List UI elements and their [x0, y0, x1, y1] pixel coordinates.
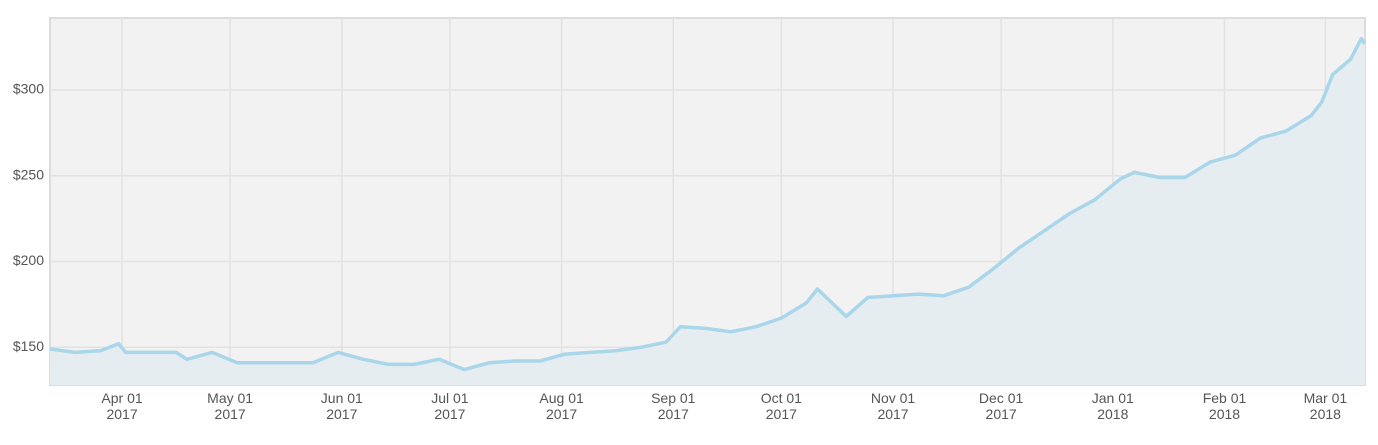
y-tick-label: $250: [13, 166, 44, 182]
line: [49, 36, 1367, 372]
area: [50, 38, 1365, 385]
x-tick-label: Mar 01 2018: [1303, 390, 1348, 422]
y-tick-label: $200: [13, 252, 44, 268]
x-tick-label: May 01 2017: [207, 390, 254, 422]
x-tick-label: Apr 01 2017: [101, 390, 143, 422]
x-tick-label: Jul 01 2017: [431, 390, 469, 422]
y-tick-label: $150: [13, 338, 44, 354]
x-tick-label: Sep 01 2017: [651, 390, 696, 422]
x-tick-label: Oct 01 2017: [760, 390, 802, 422]
x-tick-label: Jan 01 2018: [1091, 390, 1134, 422]
x-tick-label: Nov 01 2017: [870, 390, 916, 422]
y-tick-label: $300: [13, 81, 44, 97]
x-tick-label: Jun 01 2017: [320, 390, 363, 422]
x-tick-label: Feb 01 2018: [1202, 390, 1247, 422]
x-tick-label: Dec 01 2017: [978, 390, 1024, 422]
x-tick-label: Aug 01 2017: [539, 390, 584, 422]
